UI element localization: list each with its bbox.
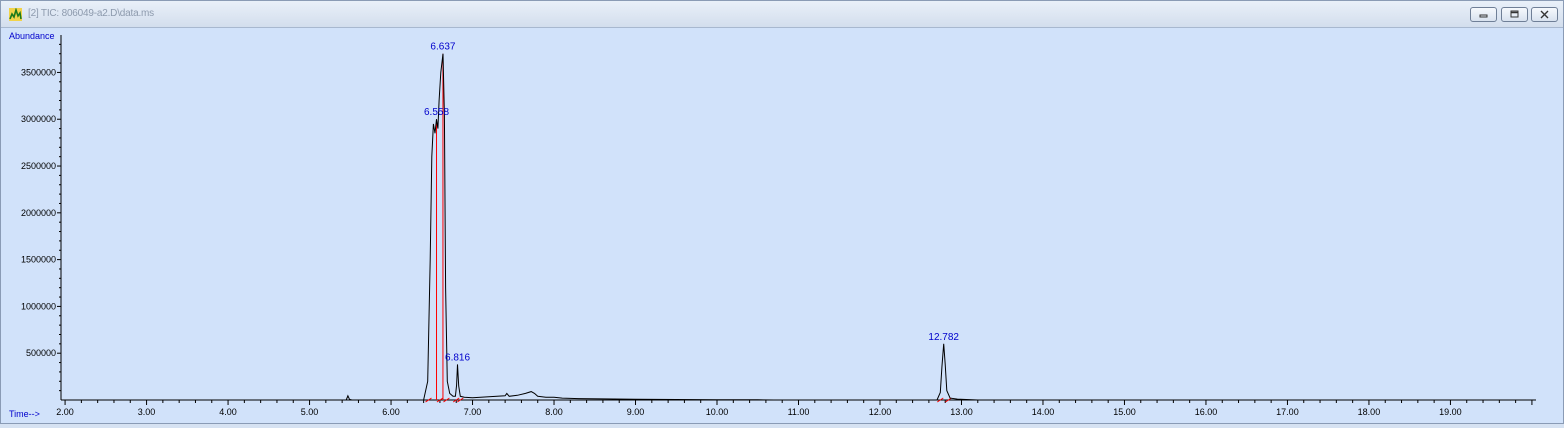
x-tick-label: 2.00 [56,407,74,417]
y-tick-label: 3500000 [21,67,56,77]
x-tick-label: 19.00 [1439,407,1462,417]
integration-mark [945,397,952,403]
x-tick-label: 6.00 [382,407,400,417]
integration-mark [436,397,444,403]
restore-button[interactable] [1501,7,1528,22]
y-tick-label: 500000 [26,348,56,358]
y-tick-label: 1500000 [21,255,56,265]
chart-area[interactable]: 500000 1000000 1500000 2000000 2500000 300000… [1,28,1563,423]
integration-mark [425,397,432,403]
x-tick-label: 3.00 [138,407,156,417]
x-tick-label: 7.00 [464,407,482,417]
x-tick-label: 15.00 [1113,407,1136,417]
peak-label: 6.637 [430,42,455,53]
title-bar[interactable]: [2] TIC: 806049-a2.D\data.ms [1,1,1563,28]
integration-mark [937,397,944,403]
x-tick-label: 17.00 [1276,407,1299,417]
window-title: [2] TIC: 806049-a2.D\data.ms [28,8,154,19]
minimize-button[interactable] [1470,7,1497,22]
integration-mark [457,397,464,403]
integration-mark [443,397,450,403]
x-tick-label: 9.00 [627,407,645,417]
x-tick-label: 18.00 [1358,407,1381,417]
x-tick-label: 4.00 [219,407,237,417]
x-tick-label: 8.00 [545,407,563,417]
x-axis-label: Time--> [9,409,40,419]
x-tick-label: 13.00 [950,407,973,417]
y-tick-label: 2500000 [21,161,56,171]
peak-label: 6.558 [424,107,449,118]
x-tick-label: 11.00 [788,407,810,417]
close-button[interactable] [1531,7,1558,22]
x-tick-label: 16.00 [1195,407,1218,417]
y-axis-label: Abundance [9,31,55,41]
peak-label: 12.782 [928,332,959,343]
integration-mark [452,397,460,403]
peak-label: 6.816 [445,352,470,363]
tic-trace-line [61,53,1536,401]
x-tick-label: 12.00 [869,407,892,417]
minimize-icon [1471,8,1496,21]
tic-chromatogram: 500000 1000000 1500000 2000000 2500000 300000… [9,31,1536,419]
chromatogram-app-icon [9,8,22,21]
y-tick-label: 1000000 [21,301,56,311]
close-icon [1532,8,1557,21]
restore-icon [1502,8,1527,21]
x-tick-label: 5.00 [301,407,319,417]
x-tick-label: 10.00 [706,407,729,417]
x-tick-label: 14.00 [1032,407,1055,417]
y-tick-label: 2000000 [21,208,56,218]
y-tick-label: 3000000 [21,114,56,124]
